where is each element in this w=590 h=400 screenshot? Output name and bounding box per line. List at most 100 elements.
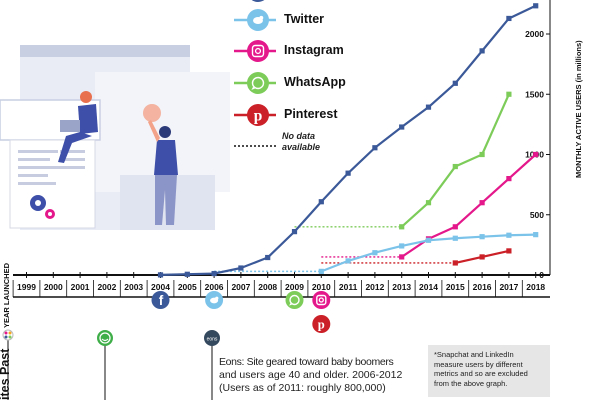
data-point-pinterest	[479, 254, 485, 260]
svg-text:f: f	[159, 293, 164, 308]
instagram-icon	[247, 40, 269, 62]
x-tick-label: 2012	[365, 282, 384, 292]
no-data-lines	[214, 145, 456, 273]
instagram-icon	[312, 291, 331, 309]
data-point-facebook	[157, 272, 164, 278]
data-point-instagram	[452, 224, 458, 230]
twitter-icon	[247, 9, 269, 31]
data-point-facebook	[372, 145, 378, 151]
legend: pf	[234, 0, 276, 126]
svg-text:p: p	[254, 108, 263, 125]
axes: 1999 2000 2001 2002 2003 2004 2005 2006 2007 2008…	[12, 0, 551, 298]
whatsapp-icon	[247, 72, 269, 94]
timeline-extras: eons	[2, 329, 220, 400]
x-tick-label: 2002	[97, 282, 116, 292]
data-point-instagram	[506, 176, 512, 182]
y-tick-label: 0	[539, 270, 544, 280]
y-tick-label: 500	[530, 210, 544, 220]
data-point-whatsapp	[399, 224, 405, 230]
svg-text:eons: eons	[207, 337, 218, 343]
eons-line-3: (Users as of 2011: roughly 800,000)	[219, 382, 386, 394]
x-tick-label: 2003	[124, 282, 143, 292]
eons-logo-icon: eons	[204, 330, 220, 346]
illustration	[0, 45, 230, 230]
data-point-facebook	[533, 3, 539, 9]
y-tick-label: 1500	[525, 89, 544, 99]
small-logo-icon	[2, 329, 14, 341]
x-tick-label: 2007	[231, 282, 250, 292]
sidebar-title: ites Past	[0, 348, 12, 400]
x-tick-label: 2004	[151, 282, 170, 292]
x-tick-label: 2008	[258, 282, 277, 292]
data-point-twitter	[372, 250, 378, 256]
twitter-icon	[205, 291, 224, 309]
data-point-facebook	[318, 199, 324, 205]
data-point-facebook	[345, 170, 351, 176]
x-tick-label: 2013	[392, 282, 411, 292]
data-point-facebook	[479, 48, 485, 54]
footnote: *Snapchat and LinkedIn measure users by …	[428, 345, 550, 397]
x-tick-label: 2009	[285, 282, 304, 292]
data-point-facebook	[184, 271, 190, 277]
legend-label-whatsapp: WhatsApp	[284, 75, 346, 89]
smiley-logo-icon	[97, 330, 113, 346]
x-tick-label: 2017	[499, 282, 518, 292]
data-point-whatsapp	[506, 91, 512, 97]
svg-text:p: p	[318, 318, 325, 332]
data-point-facebook	[399, 124, 405, 130]
facebook-icon: f	[251, 0, 265, 2]
facebook-icon: f	[151, 291, 170, 309]
data-point-instagram	[479, 200, 485, 206]
data-point-instagram	[533, 151, 539, 158]
data-point-twitter	[399, 243, 405, 249]
x-tick-label: 2015	[446, 282, 465, 292]
svg-text:f: f	[256, 0, 262, 1]
data-point-facebook	[425, 104, 432, 110]
data-point-facebook	[211, 270, 217, 277]
x-tick-label: 2011	[339, 282, 358, 292]
data-point-whatsapp	[479, 151, 485, 158]
data-point-facebook	[506, 15, 512, 22]
illustration-window-bar	[20, 45, 190, 57]
data-point-facebook	[265, 254, 271, 261]
data-point-instagram	[399, 254, 405, 260]
data-point-facebook	[291, 229, 298, 235]
legend-label-instagram: Instagram	[284, 43, 344, 57]
y-axis-label: MONTHLY ACTIVE USERS (in millions)	[574, 40, 583, 178]
illustration-list-lines	[18, 150, 85, 185]
legend-label-pinterest: Pinterest	[284, 107, 338, 121]
data-point-twitter	[318, 268, 324, 274]
data-point-pinterest	[452, 260, 458, 266]
x-tick-label: 2018	[526, 282, 545, 292]
y-tick-label: 2000	[525, 29, 544, 39]
data-point-whatsapp	[425, 200, 432, 206]
x-tick-label: 2000	[44, 282, 63, 292]
series-lines	[157, 3, 539, 278]
data-point-twitter	[479, 234, 485, 240]
standing-person-illustration	[143, 104, 178, 225]
legend-label-twitter: Twitter	[284, 12, 325, 26]
pinterest-icon: p	[247, 104, 269, 126]
x-tick-label: 2006	[205, 282, 224, 292]
no-data-label: No data available	[282, 131, 321, 152]
x-tick-label: 2016	[473, 282, 492, 292]
pinterest-icon: p	[312, 315, 331, 333]
x-tick-label: 2001	[71, 282, 90, 292]
sitting-person-illustration	[58, 91, 98, 163]
launch-icons: fp	[151, 291, 331, 333]
whatsapp-icon	[285, 291, 304, 309]
data-point-twitter	[452, 235, 458, 241]
data-point-twitter	[425, 237, 432, 243]
x-tick-label: 2014	[419, 282, 438, 292]
x-tick-label: 2005	[178, 282, 197, 292]
data-point-whatsapp	[452, 163, 458, 170]
x-tick-label: 1999	[17, 282, 36, 292]
eons-title: Eons: Site geared toward baby boomers	[219, 356, 394, 368]
data-point-twitter	[345, 258, 351, 264]
eons-line-2: and users age 40 and older. 2006-2012	[219, 369, 403, 381]
data-point-twitter	[506, 232, 512, 238]
data-point-facebook	[238, 265, 244, 271]
data-point-twitter	[533, 232, 539, 238]
